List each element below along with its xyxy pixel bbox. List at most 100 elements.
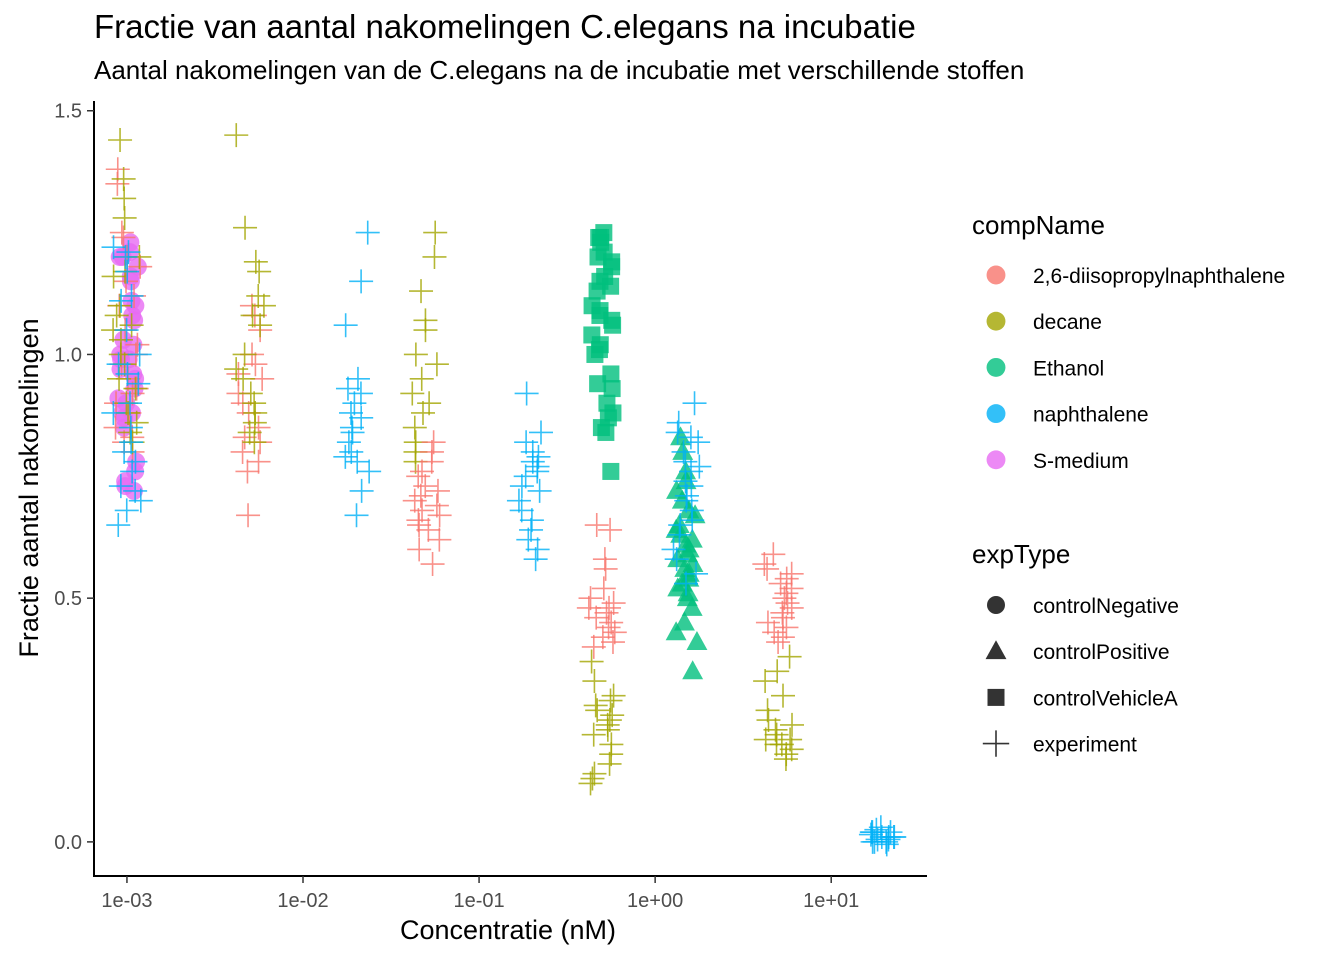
data-point <box>242 430 267 455</box>
x-tick-label: 1e-01 <box>453 890 504 912</box>
series-2-6-diisopropylnaphthalene-experiment <box>752 542 804 655</box>
data-point <box>674 611 695 631</box>
data-point <box>247 259 272 284</box>
data-point <box>112 439 137 464</box>
data-point <box>125 332 150 357</box>
data-point <box>682 391 707 416</box>
legend-shape-key <box>982 730 1010 757</box>
data-point <box>773 747 798 772</box>
data-point <box>680 508 705 533</box>
data-point <box>123 376 148 401</box>
data-point <box>236 503 261 528</box>
data-point <box>339 439 364 464</box>
data-point <box>126 371 151 396</box>
y-tick-label: 0.0 <box>54 832 82 854</box>
x-axis-title: Concentratie (nM) <box>400 915 616 945</box>
data-point <box>115 361 140 386</box>
data-point <box>774 581 799 606</box>
data-point <box>520 449 545 474</box>
data-point <box>335 376 360 401</box>
data-point <box>686 631 708 650</box>
data-point <box>585 698 610 723</box>
legend-color-label: naphthalene <box>1033 404 1149 427</box>
data-point <box>400 381 425 406</box>
x-tick-label: 1e-02 <box>277 890 328 912</box>
data-point <box>576 595 601 620</box>
data-point <box>598 517 623 542</box>
legend-shape-key <box>987 688 1005 706</box>
data-point <box>123 449 148 474</box>
series-decane-experiment <box>400 220 449 474</box>
y-axis-title: Fractie aantal nakomelingen <box>14 318 44 657</box>
data-point <box>104 303 129 328</box>
legend-color-key <box>986 265 1006 285</box>
series-2-6-diisopropylnaphthalene-experiment <box>576 513 627 659</box>
data-point <box>106 352 131 377</box>
series-ethanol-controlpositive <box>665 426 708 680</box>
data-point <box>410 400 435 425</box>
data-point <box>780 712 805 737</box>
data-point <box>525 537 550 562</box>
data-point <box>591 576 616 601</box>
x-axis-ticks: 1e-03 1e-02 1e-01 1e+00 1e+01 <box>101 876 859 912</box>
data-point <box>756 708 781 733</box>
data-point <box>403 342 428 367</box>
data-point <box>603 380 621 398</box>
data-point <box>860 820 885 845</box>
data-point <box>230 439 255 464</box>
data-point <box>246 283 271 308</box>
data-point <box>589 375 607 393</box>
series-naphthalene-experiment <box>101 235 153 538</box>
legend-color-key <box>986 311 1006 331</box>
legend-color-key <box>986 357 1006 377</box>
data-point <box>874 829 899 854</box>
data-point <box>333 313 358 338</box>
data-point <box>101 400 126 425</box>
data-point <box>599 610 624 635</box>
data-point <box>516 527 541 552</box>
legend-shape-label: experiment <box>1033 734 1137 757</box>
data-point <box>114 318 139 343</box>
data-point <box>248 313 273 338</box>
data-point <box>424 493 449 518</box>
data-point <box>670 426 691 446</box>
data-point <box>600 630 625 655</box>
data-point <box>246 415 271 440</box>
data-point <box>243 352 268 377</box>
data-point <box>514 381 539 406</box>
data-point <box>682 660 704 680</box>
data-point <box>590 625 615 650</box>
series-naphthalene-experiment <box>506 381 554 572</box>
data-point <box>769 732 794 757</box>
data-point <box>113 244 138 269</box>
data-point <box>529 420 554 445</box>
data-point <box>413 474 438 499</box>
data-point <box>588 282 606 300</box>
data-point <box>661 537 686 562</box>
data-point <box>579 649 604 674</box>
data-point <box>101 264 126 289</box>
data-point <box>344 503 369 528</box>
data-point <box>771 683 796 708</box>
data-point <box>519 517 544 542</box>
data-point <box>232 342 257 367</box>
data-point <box>355 220 380 245</box>
data-point <box>509 498 534 523</box>
data-point <box>127 342 152 367</box>
legend-color-label: Ethanol <box>1033 357 1104 380</box>
series-naphthalene-experiment <box>661 391 712 596</box>
data-point <box>423 220 448 245</box>
data-point <box>586 345 604 363</box>
series-decane-experiment <box>224 123 276 455</box>
data-point <box>753 727 778 752</box>
data-point <box>128 488 153 513</box>
data-point <box>519 508 544 533</box>
legend-shape-entries: controlNegative controlPositive controlVeh… <box>982 595 1179 757</box>
data-point <box>119 313 144 338</box>
data-point <box>601 591 626 616</box>
data-point <box>115 259 140 284</box>
data-point <box>349 478 374 503</box>
data-point <box>765 659 790 684</box>
data-point <box>526 444 551 469</box>
data-point <box>342 391 367 416</box>
